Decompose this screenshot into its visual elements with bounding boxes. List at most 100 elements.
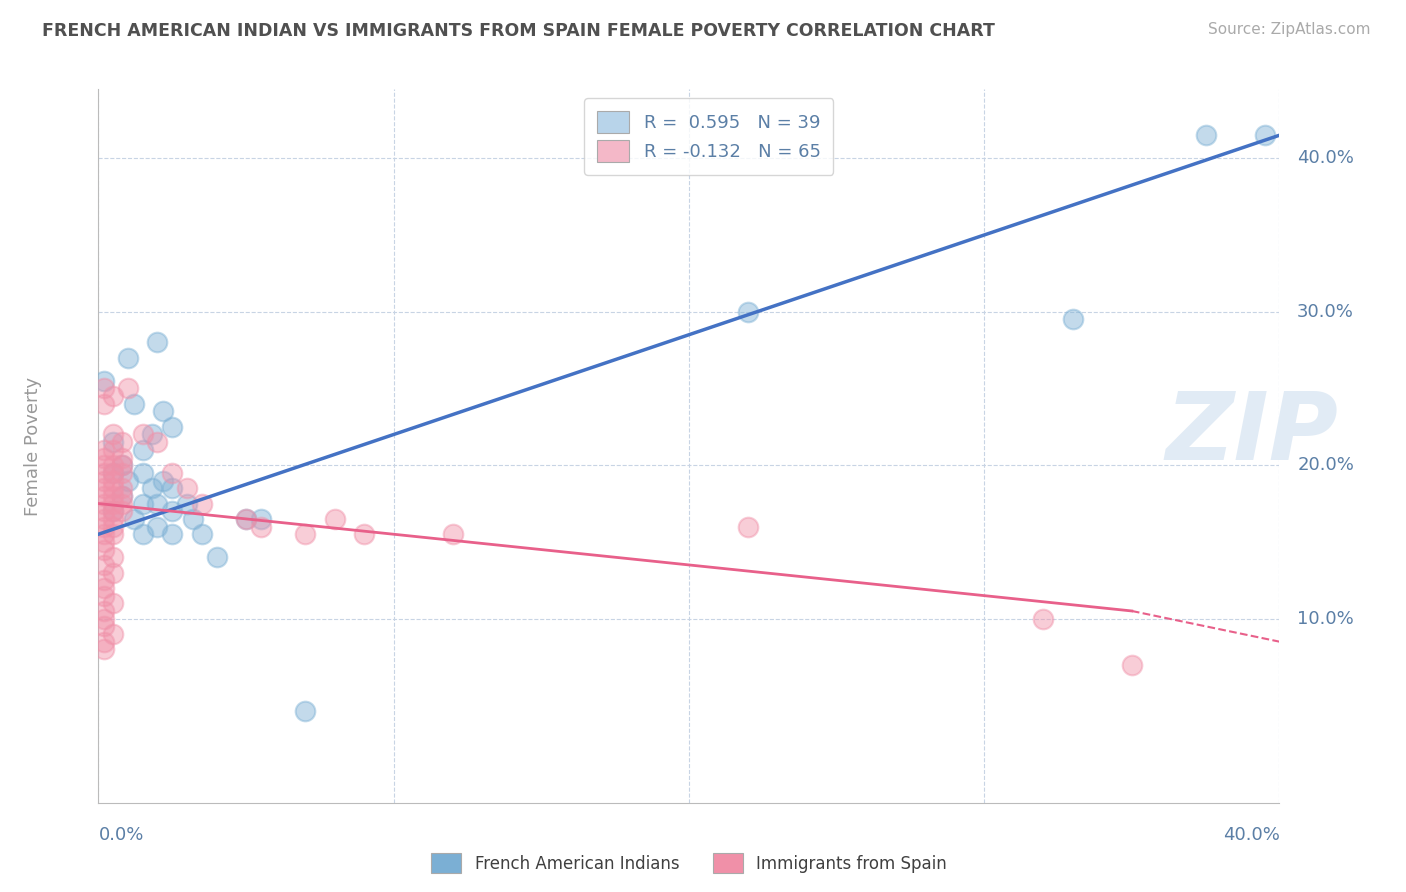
Point <box>93 634 115 648</box>
Point <box>103 489 125 503</box>
Point <box>1032 612 1054 626</box>
Point <box>111 458 134 473</box>
Point <box>205 550 228 565</box>
Point <box>93 458 115 473</box>
Point <box>93 519 115 533</box>
Point <box>191 527 214 541</box>
Point <box>162 466 183 480</box>
Point <box>111 481 134 495</box>
Point <box>93 558 115 572</box>
Point <box>103 389 125 403</box>
Point <box>132 497 155 511</box>
Point <box>93 542 115 557</box>
Point <box>132 442 155 457</box>
Point <box>737 519 759 533</box>
Point <box>93 450 115 465</box>
Point <box>93 442 115 457</box>
Point <box>103 497 125 511</box>
Point <box>93 574 115 588</box>
Point <box>93 619 115 633</box>
Point <box>103 627 125 641</box>
Point <box>111 489 134 503</box>
Point <box>235 512 257 526</box>
Point <box>117 381 139 395</box>
Point <box>111 497 134 511</box>
Point <box>93 527 115 541</box>
Point <box>1254 128 1277 143</box>
Point <box>162 481 183 495</box>
Point <box>103 481 125 495</box>
Text: ZIPatlas: ZIPatlas <box>1339 389 1406 481</box>
Point <box>132 427 155 442</box>
Point <box>93 612 115 626</box>
Point <box>111 458 134 473</box>
Point <box>103 458 125 473</box>
Point <box>146 435 169 450</box>
Point <box>111 489 134 503</box>
Point <box>93 381 115 395</box>
Point <box>132 527 155 541</box>
Point <box>191 497 214 511</box>
Point <box>122 512 145 526</box>
Point <box>93 489 115 503</box>
Point <box>111 435 134 450</box>
Point <box>1195 128 1218 143</box>
Point <box>103 504 125 518</box>
Text: ZIP: ZIP <box>1166 389 1339 481</box>
Text: 20.0%: 20.0% <box>1298 456 1354 475</box>
Point <box>294 527 316 541</box>
Point <box>162 527 183 541</box>
Point <box>235 512 257 526</box>
Point <box>93 374 115 388</box>
Legend: French American Indians, Immigrants from Spain: French American Indians, Immigrants from… <box>425 847 953 880</box>
Point <box>294 704 316 718</box>
Point <box>93 481 115 495</box>
Point <box>176 497 198 511</box>
Text: 10.0%: 10.0% <box>1298 609 1354 628</box>
Point <box>103 527 125 541</box>
Point <box>141 481 163 495</box>
Point <box>93 535 115 549</box>
Point <box>132 466 155 480</box>
Point <box>103 466 125 480</box>
Point <box>93 604 115 618</box>
Point <box>103 519 125 533</box>
Point <box>103 435 125 450</box>
Point <box>103 596 125 610</box>
Point <box>93 397 115 411</box>
Point <box>250 519 273 533</box>
Point <box>103 566 125 580</box>
Text: 30.0%: 30.0% <box>1298 302 1354 321</box>
Point <box>103 504 125 518</box>
Point <box>1121 657 1143 672</box>
Text: 40.0%: 40.0% <box>1223 826 1279 844</box>
Point <box>162 419 183 434</box>
Point <box>93 474 115 488</box>
Point <box>146 335 169 350</box>
Point <box>146 519 169 533</box>
Point <box>353 527 375 541</box>
Point <box>103 442 125 457</box>
Point <box>441 527 464 541</box>
Point <box>141 427 163 442</box>
Point <box>737 304 759 318</box>
Point <box>111 504 134 518</box>
Point <box>93 497 115 511</box>
Point <box>152 404 174 418</box>
Point <box>111 450 134 465</box>
Point <box>103 512 125 526</box>
Text: 40.0%: 40.0% <box>1298 149 1354 168</box>
Point <box>146 497 169 511</box>
Point <box>103 466 125 480</box>
Point <box>323 512 346 526</box>
Point <box>93 642 115 657</box>
Point <box>122 397 145 411</box>
Point <box>176 481 198 495</box>
Point <box>1062 312 1084 326</box>
Point <box>152 474 174 488</box>
Point <box>250 512 273 526</box>
Point <box>111 466 134 480</box>
Text: Female Poverty: Female Poverty <box>24 376 42 516</box>
Text: Source: ZipAtlas.com: Source: ZipAtlas.com <box>1208 22 1371 37</box>
Point <box>181 512 204 526</box>
